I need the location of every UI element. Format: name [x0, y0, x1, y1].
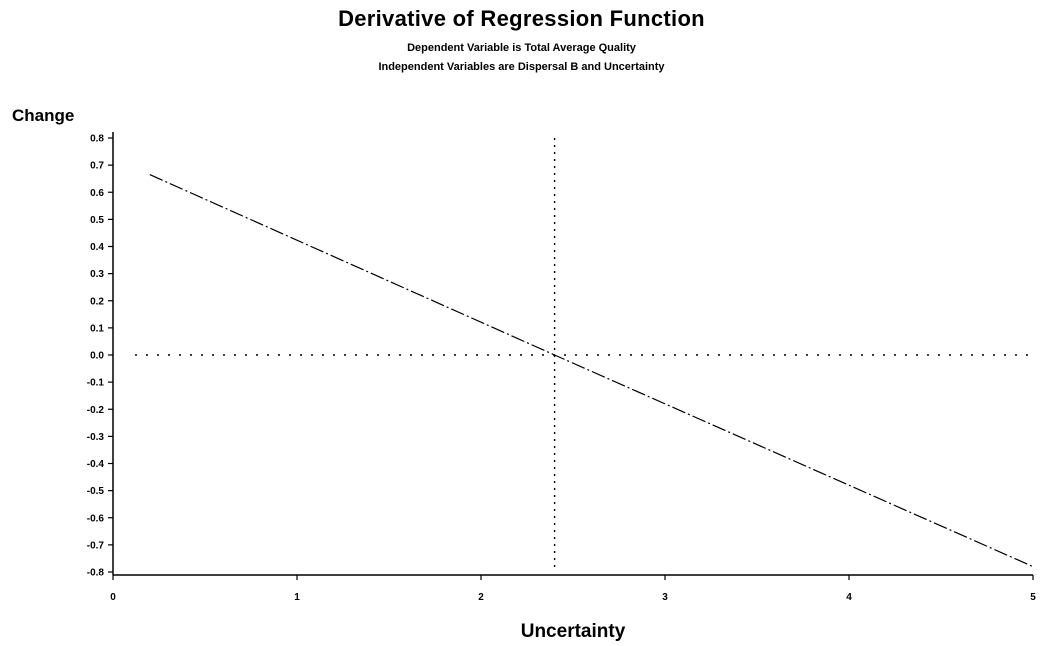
x-tick-label: 5: [1030, 592, 1036, 603]
x-tick-label: 0: [110, 592, 116, 603]
x-tick-label: 4: [846, 592, 852, 603]
x-axis-title: Uncertainty: [521, 621, 626, 642]
y-tick-label: -0.3: [87, 432, 105, 443]
y-tick-label: -0.6: [87, 513, 105, 524]
chart-subtitle-independent: Independent Variables are Dispersal B an…: [378, 61, 665, 73]
y-tick-label: 0.5: [90, 215, 104, 226]
y-tick-label: -0.1: [87, 378, 105, 389]
series-line: [149, 174, 1034, 568]
x-tick-label: 2: [478, 592, 484, 603]
y-tick-label: 0.0: [90, 351, 104, 362]
x-tick-label: 1: [294, 592, 300, 603]
y-tick-label: -0.2: [87, 405, 105, 416]
y-tick-label: 0.8: [90, 134, 104, 145]
y-tick-label: 0.6: [90, 188, 104, 199]
y-axis-title: Change: [12, 106, 74, 125]
y-tick-label: -0.5: [87, 486, 105, 497]
y-tick-label: 0.4: [90, 242, 104, 253]
y-tick-label: -0.7: [87, 540, 105, 551]
y-tick-label: 0.3: [90, 269, 104, 280]
x-tick-label: 3: [662, 592, 668, 603]
y-tick-label: 0.2: [90, 296, 104, 307]
y-tick-label: -0.4: [87, 459, 105, 470]
chart-subtitle-dependent: Dependent Variable is Total Average Qual…: [407, 42, 636, 54]
chart-title: Derivative of Regression Function: [338, 6, 705, 31]
y-tick-label: -0.8: [87, 568, 105, 579]
y-tick-label: 0.7: [90, 161, 104, 172]
y-tick-label: 0.1: [90, 323, 104, 334]
